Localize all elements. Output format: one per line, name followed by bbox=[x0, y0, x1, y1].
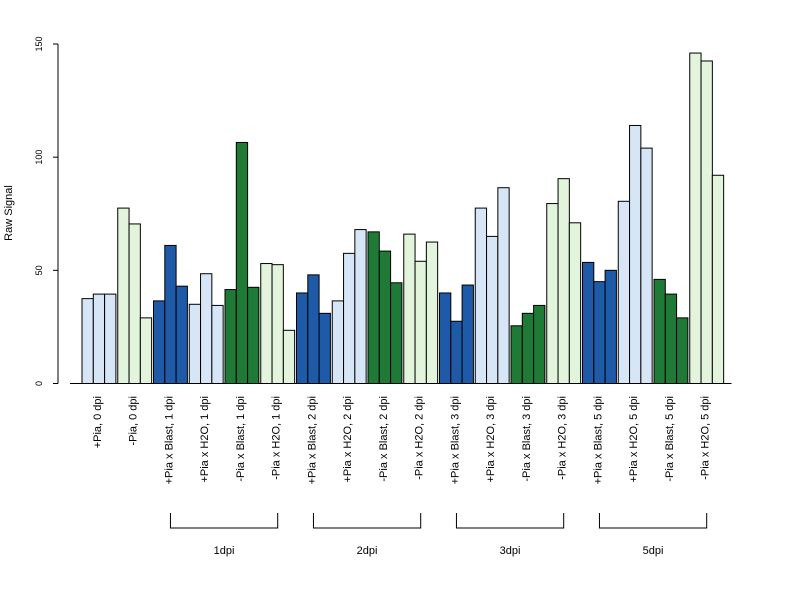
bar bbox=[700, 60, 713, 384]
bar bbox=[367, 231, 380, 384]
bar bbox=[450, 320, 463, 384]
bar bbox=[271, 264, 284, 384]
bar bbox=[617, 200, 631, 384]
x-tick-label: -Pia x Blast, 3 dpi bbox=[521, 396, 533, 482]
bracket bbox=[598, 513, 708, 529]
bar bbox=[282, 329, 296, 385]
bar bbox=[92, 293, 106, 384]
bar bbox=[224, 289, 237, 384]
bar bbox=[582, 261, 595, 384]
bar bbox=[461, 284, 474, 385]
y-axis-label: Raw Signal bbox=[3, 185, 15, 241]
x-tick-label: -Pia x H2O, 3 dpi bbox=[557, 396, 569, 480]
bar bbox=[296, 292, 309, 385]
bar bbox=[211, 304, 224, 385]
bar bbox=[676, 317, 689, 385]
x-tick-label: -Pia x H2O, 1 dpi bbox=[271, 396, 283, 480]
bracket-label: 3dpi bbox=[500, 545, 521, 557]
bar bbox=[164, 244, 177, 384]
y-tick-label: 150 bbox=[34, 36, 44, 51]
x-tick-label: +Pia, 0 dpi bbox=[92, 396, 104, 448]
bar bbox=[533, 304, 546, 385]
bar bbox=[425, 241, 439, 384]
x-tick-label: +Pia x Blast, 5 dpi bbox=[592, 396, 604, 484]
bar bbox=[439, 292, 452, 385]
bar bbox=[604, 269, 617, 385]
bar bbox=[153, 300, 166, 384]
bar bbox=[104, 293, 117, 384]
bar bbox=[414, 260, 427, 384]
x-tick-label: +Pia x Blast, 1 dpi bbox=[163, 396, 175, 484]
bar bbox=[521, 312, 535, 384]
bar bbox=[247, 286, 260, 384]
bracket bbox=[169, 513, 279, 529]
bar bbox=[307, 274, 320, 384]
bar bbox=[331, 300, 345, 384]
bars bbox=[81, 52, 725, 385]
bar bbox=[653, 278, 666, 384]
bar bbox=[664, 293, 678, 384]
x-tick-label: +Pia x H2O, 1 dpi bbox=[199, 396, 211, 483]
bar bbox=[260, 263, 273, 384]
x-tick-label: +Pia x H2O, 2 dpi bbox=[342, 396, 354, 483]
x-tick-label: -Pia x Blast, 5 dpi bbox=[664, 396, 676, 482]
x-tick-label: -Pia, 0 dpi bbox=[128, 396, 140, 446]
y-tick-label: 100 bbox=[34, 150, 44, 165]
bar bbox=[81, 298, 94, 384]
bracket-label: 5dpi bbox=[643, 545, 664, 557]
bar bbox=[354, 229, 367, 384]
group-brackets: 1dpi 2dpi 3dpi 5dpi bbox=[169, 513, 708, 557]
x-tick-label: +Pia x H2O, 5 dpi bbox=[628, 396, 640, 483]
bar bbox=[235, 141, 249, 384]
x-tick-label: -Pia x H2O, 5 dpi bbox=[700, 396, 712, 480]
bar bbox=[200, 273, 213, 384]
bar bbox=[593, 281, 606, 384]
bar bbox=[188, 303, 202, 384]
y-axis: 0 50 100 150 bbox=[34, 36, 59, 386]
bar bbox=[390, 282, 403, 385]
bar bbox=[378, 250, 392, 384]
x-tick-label: +Pia x Blast, 2 dpi bbox=[306, 396, 318, 484]
bar bbox=[128, 223, 141, 384]
bar bbox=[403, 233, 416, 384]
bar bbox=[343, 252, 356, 384]
bracket-label: 2dpi bbox=[357, 545, 378, 557]
bar bbox=[557, 178, 570, 384]
bar bbox=[474, 207, 488, 384]
bracket bbox=[455, 513, 565, 529]
x-tick-label: +Pia x H2O, 3 dpi bbox=[485, 396, 497, 483]
bar bbox=[486, 235, 499, 384]
y-tick-label: 50 bbox=[34, 265, 44, 275]
x-tick-label: +Pia x Blast, 3 dpi bbox=[449, 396, 461, 484]
bar bbox=[711, 174, 725, 384]
bar bbox=[640, 147, 653, 384]
bar bbox=[629, 124, 642, 384]
x-tick-label: -Pia x H2O, 2 dpi bbox=[414, 396, 426, 480]
bar bbox=[568, 222, 582, 384]
x-tick-labels: +Pia, 0 dpi -Pia, 0 dpi +Pia x Blast, 1 dp… bbox=[92, 396, 712, 484]
bar bbox=[175, 285, 188, 384]
bar bbox=[497, 187, 510, 384]
bar bbox=[510, 325, 523, 385]
bracket-label: 1dpi bbox=[214, 545, 235, 557]
bar bbox=[318, 312, 331, 384]
bar bbox=[689, 52, 702, 384]
x-tick-label: -Pia x Blast, 1 dpi bbox=[235, 396, 247, 482]
y-tick-label: 0 bbox=[34, 381, 44, 386]
bracket bbox=[312, 513, 422, 529]
bar bbox=[117, 207, 130, 384]
bar bbox=[139, 317, 153, 385]
bar bbox=[546, 203, 559, 384]
x-tick-label: -Pia x Blast, 2 dpi bbox=[378, 396, 390, 482]
